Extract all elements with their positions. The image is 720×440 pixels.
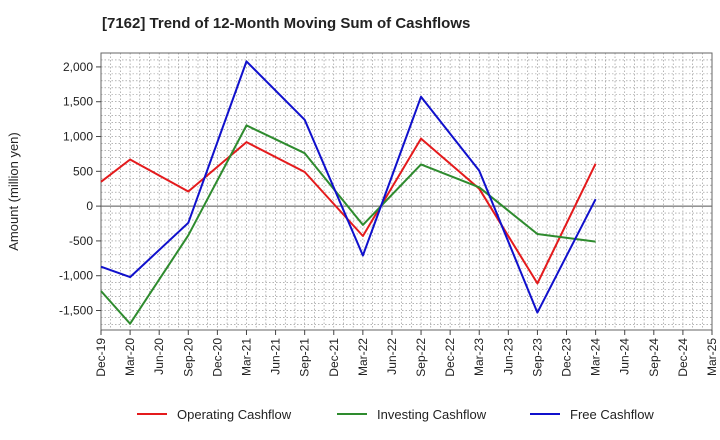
- x-tick-label: Sep-20: [181, 338, 195, 377]
- x-tick-label: Mar-23: [472, 338, 486, 376]
- y-tick-label: -1,500: [59, 304, 93, 318]
- chart-title: [7162] Trend of 12-Month Moving Sum of C…: [102, 15, 471, 32]
- x-tick-label: Jun-21: [269, 338, 283, 375]
- x-tick-label: Jun-22: [385, 338, 399, 375]
- x-tick-label: Sep-22: [414, 338, 428, 377]
- legend-label-free-cashflow: Free Cashflow: [570, 407, 654, 422]
- x-tick-label: Dec-24: [676, 338, 690, 377]
- y-tick-label: 0: [86, 199, 93, 213]
- x-tick-label: Mar-22: [356, 338, 370, 376]
- x-tick-label: Dec-21: [327, 338, 341, 377]
- x-axis: Dec-19 Mar-20 Jun-20 Sep-20 Dec-20 Mar-21 Jun-…: [94, 330, 719, 377]
- legend: Operating Cashflow Investing Cashflow Free…: [137, 407, 654, 422]
- plot-frame: [100, 52, 713, 331]
- x-tick-label: Sep-24: [647, 338, 661, 377]
- y-tick-label: 500: [73, 164, 93, 178]
- legend-label-operating-cashflow: Operating Cashflow: [177, 407, 292, 422]
- x-tick-label: Mar-24: [589, 338, 603, 376]
- series-line-free-cashflow: [100, 60, 597, 314]
- y-axis: 2,000 1,500 1,000 500 0 -500 -1,000 -1,500: [59, 60, 101, 318]
- y-tick-label: 1,500: [63, 95, 93, 109]
- x-tick-label: Jun-24: [618, 338, 632, 375]
- series-layer: [100, 60, 597, 325]
- legend-label-investing-cashflow: Investing Cashflow: [377, 407, 487, 422]
- x-tick-label: Sep-21: [298, 338, 312, 377]
- x-tick-label: Jun-20: [152, 338, 166, 375]
- x-tick-label: Dec-23: [560, 338, 574, 377]
- x-tick-label: Mar-25: [705, 338, 719, 376]
- y-tick-label: -1,000: [59, 269, 93, 283]
- series-line-investing-cashflow: [100, 124, 596, 325]
- y-axis-title: Amount (million yen): [6, 132, 21, 251]
- x-tick-label: Mar-21: [239, 338, 253, 376]
- y-tick-label: 1,000: [63, 130, 93, 144]
- y-tick-label: -500: [69, 234, 93, 248]
- x-tick-label: Dec-20: [210, 338, 224, 377]
- x-tick-label: Dec-22: [443, 338, 457, 377]
- series-line-operating-cashflow: [100, 137, 597, 285]
- y-tick-label: 2,000: [63, 60, 93, 74]
- grid-layer: [100, 52, 713, 330]
- x-tick-label: Mar-20: [123, 338, 137, 376]
- x-tick-label: Sep-23: [530, 338, 544, 377]
- x-tick-label: Dec-19: [94, 338, 108, 377]
- x-tick-label: Jun-23: [501, 338, 515, 375]
